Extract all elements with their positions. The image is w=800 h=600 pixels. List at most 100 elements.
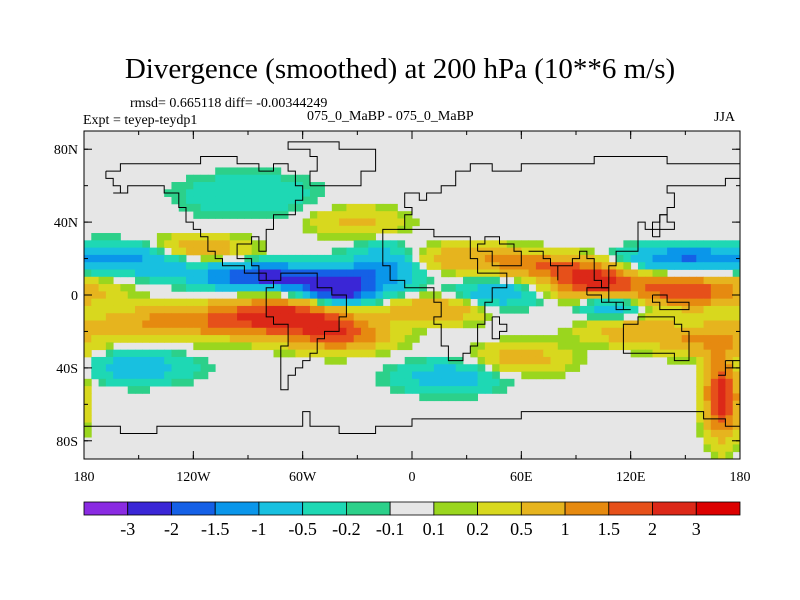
field-cell: [266, 211, 274, 219]
field-cell: [84, 298, 92, 307]
field-cell: [397, 371, 406, 380]
field-cell: [186, 378, 194, 387]
field-cell: [251, 240, 260, 249]
field-cell: [266, 189, 274, 197]
field-cell: [492, 356, 500, 365]
field-cell: [331, 225, 340, 234]
field-cell: [535, 349, 544, 358]
field-cell: [295, 335, 304, 343]
field-cell: [710, 386, 719, 394]
field-cell: [91, 327, 99, 336]
field-cell: [309, 313, 318, 321]
field-cell: [645, 305, 653, 314]
field-cell: [718, 291, 726, 300]
field-cell: [98, 313, 107, 321]
field-cell: [120, 269, 129, 278]
field-cell: [237, 269, 245, 278]
field-cell: [280, 284, 289, 292]
field-cell: [149, 349, 158, 358]
field-cell: [302, 254, 311, 263]
field-cell: [105, 254, 114, 263]
field-cell: [710, 247, 719, 256]
field-cell: [521, 269, 530, 278]
field-cell: [258, 203, 267, 212]
field-cell: [463, 305, 471, 314]
field-cell: [142, 327, 150, 336]
field-cell: [84, 247, 92, 256]
field-cell: [637, 291, 646, 300]
field-cell: [251, 196, 260, 205]
field-cell: [732, 320, 740, 329]
field-cell: [550, 284, 559, 292]
field-cell: [412, 262, 420, 270]
field-cell: [630, 305, 639, 314]
field-cell: [360, 291, 369, 300]
field-cell: [688, 335, 697, 343]
field-cell: [375, 320, 384, 329]
field-cell: [193, 305, 202, 314]
field-cell: [178, 356, 187, 365]
field-cell: [426, 371, 435, 380]
field-cell: [360, 298, 369, 307]
field-cell: [441, 240, 449, 249]
field-cell: [193, 371, 202, 380]
field-cell: [499, 364, 508, 372]
field-cell: [339, 262, 347, 270]
field-cell: [200, 284, 209, 292]
field-cell: [251, 203, 260, 212]
field-cell: [302, 349, 311, 358]
field-cell: [171, 378, 180, 387]
field-cell: [251, 291, 260, 300]
colorbar-swatch: [214, 501, 260, 516]
field-cell: [288, 203, 296, 212]
field-cell: [98, 240, 107, 249]
field-cell: [484, 284, 493, 292]
field-cell: [484, 240, 493, 249]
field-cell: [521, 254, 530, 263]
field-cell: [565, 364, 573, 372]
field-cell: [105, 356, 114, 365]
field-cell: [463, 254, 471, 263]
field-cell: [441, 284, 449, 292]
field-cell: [725, 327, 734, 336]
field-cell: [390, 262, 398, 270]
field-cell: [499, 356, 508, 365]
field-cell: [601, 305, 610, 314]
field-cell: [288, 298, 296, 307]
field-cell: [346, 211, 355, 219]
field-cell: [229, 189, 238, 197]
field-cell: [135, 386, 143, 394]
field-cell: [703, 371, 712, 380]
field-cell: [623, 291, 632, 300]
field-cell: [696, 371, 704, 380]
field-cell: [186, 247, 194, 256]
field-cell: [470, 240, 478, 249]
field-cell: [149, 371, 158, 380]
field-cell: [528, 254, 537, 263]
field-cell: [331, 335, 340, 343]
field-cell: [186, 182, 194, 190]
field-cell: [309, 211, 318, 219]
field-cell: [557, 254, 566, 263]
field-cell: [317, 225, 325, 234]
field-cell: [463, 262, 471, 270]
experiment-subtitle: Expt = teyep-teydp1: [83, 113, 198, 128]
field-cell: [477, 284, 486, 292]
field-cell: [448, 284, 457, 292]
field-cell: [251, 305, 260, 314]
y-tick-label: 0: [71, 289, 78, 304]
field-cell: [681, 284, 690, 292]
field-cell: [492, 276, 500, 285]
field-cell: [470, 247, 478, 256]
field-cell: [171, 298, 180, 307]
field-cell: [543, 269, 551, 278]
field-cell: [222, 298, 231, 307]
field-cell: [186, 269, 194, 278]
field-cell: [229, 342, 238, 351]
field-cell: [732, 349, 740, 358]
field-cell: [572, 335, 581, 343]
field-cell: [142, 291, 150, 300]
field-cell: [441, 386, 449, 394]
field-cell: [703, 262, 712, 270]
field-cell: [105, 335, 114, 343]
